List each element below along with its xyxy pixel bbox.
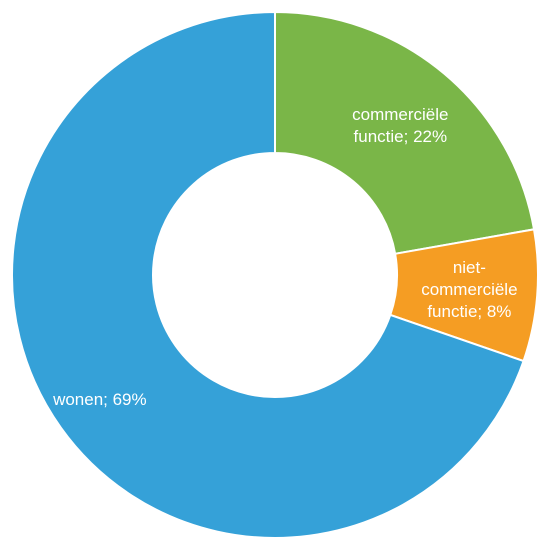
data-label: commerciële functie; 22% [352, 104, 449, 146]
data-label-box: wonen; 69% [53, 389, 147, 409]
data-label-box: niet-commerciële functie; 8% [421, 258, 518, 322]
data-label-box: commerciële functie; 22% [352, 104, 449, 146]
data-label: niet-commerciële functie; 8% [421, 258, 518, 322]
donut-segment [11, 10, 525, 539]
data-label: wonen; 69% [53, 389, 147, 409]
donut-segment [274, 10, 536, 255]
